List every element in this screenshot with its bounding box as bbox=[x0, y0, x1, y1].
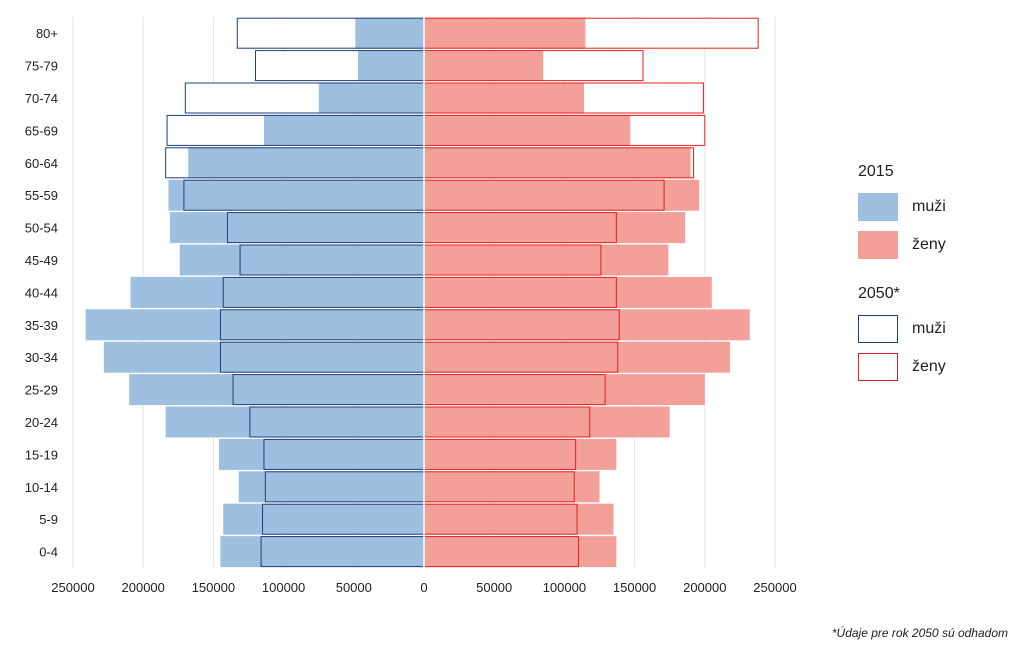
legend-label-2015-male: muži bbox=[912, 198, 946, 215]
x-tick-label: 200000 bbox=[122, 580, 165, 595]
bar-2050-female-excess bbox=[690, 148, 694, 178]
legend: 2015 muži ženy 2050* muži ženy bbox=[858, 160, 1008, 390]
bar-2015-male bbox=[188, 147, 424, 179]
bar-2015-female bbox=[424, 341, 731, 373]
bar-2015-male bbox=[223, 503, 424, 535]
bar-2015-male bbox=[165, 406, 424, 438]
bar-2015-male bbox=[103, 341, 424, 373]
legend-item-2015-female: ženy bbox=[858, 230, 1008, 260]
bar-2015-female bbox=[424, 374, 705, 406]
y-tick-label: 40-44 bbox=[25, 285, 58, 300]
x-tick-label: 100000 bbox=[262, 580, 305, 595]
bar-2015-female bbox=[424, 276, 712, 308]
axes: 0-4 5-9 10-14 15-19 20-24 25-29 30-34 35-39 40-4… bbox=[25, 17, 797, 595]
bar-2015-male bbox=[85, 309, 425, 341]
bar-2015-female bbox=[424, 147, 691, 179]
legend-item-2015-male: muži bbox=[858, 192, 1008, 222]
y-tick-label: 70-74 bbox=[25, 91, 58, 106]
y-tick-label: 25-29 bbox=[25, 383, 58, 398]
bar-2015-male bbox=[220, 536, 424, 568]
legend-swatch-2015-male bbox=[858, 193, 898, 221]
legend-label-2050-male: muži bbox=[912, 320, 946, 337]
bar-2015-female bbox=[424, 82, 585, 114]
x-tick-label: 150000 bbox=[192, 580, 235, 595]
x-tick-label: 50000 bbox=[336, 580, 372, 595]
y-tick-label: 80+ bbox=[36, 26, 58, 41]
y-tick-label: 0-4 bbox=[39, 545, 58, 560]
bar-2015-female bbox=[424, 471, 600, 503]
bar-2050-female-excess bbox=[630, 115, 705, 145]
legend-item-2050-female: ženy bbox=[858, 352, 1008, 382]
bar-2015-male bbox=[318, 82, 424, 114]
x-tick-label: 150000 bbox=[613, 580, 656, 595]
y-tick-label: 50-54 bbox=[25, 221, 58, 236]
y-tick-label: 20-24 bbox=[25, 415, 58, 430]
bar-2015-male bbox=[168, 179, 424, 211]
y-tick-label: 10-14 bbox=[25, 480, 58, 495]
bar-2015-male bbox=[129, 374, 424, 406]
y-tick-label: 15-19 bbox=[25, 447, 58, 462]
bar-2015-male bbox=[238, 471, 424, 503]
bar-2015-female bbox=[424, 50, 544, 82]
bar-2050-female-excess bbox=[543, 51, 643, 81]
bar-2015-female bbox=[424, 309, 750, 341]
x-tick-label: 200000 bbox=[683, 580, 726, 595]
bars-2015 bbox=[85, 17, 758, 568]
y-tick-label: 60-64 bbox=[25, 156, 58, 171]
bar-2015-male bbox=[169, 212, 424, 244]
bar-2050-male-excess bbox=[185, 83, 319, 113]
legend-title-2050: 2050* bbox=[858, 285, 900, 302]
legend-swatch-2015-female bbox=[858, 231, 898, 259]
bar-2015-female bbox=[424, 438, 617, 470]
footnote: *Údaje pre rok 2050 sú odhadom bbox=[831, 626, 1008, 640]
x-tick-label: 50000 bbox=[476, 580, 512, 595]
bar-2015-male bbox=[355, 17, 424, 49]
legend-item-2050-male: muži bbox=[858, 314, 1008, 344]
y-tick-label: 5-9 bbox=[39, 512, 58, 527]
x-tick-label: 250000 bbox=[753, 580, 796, 595]
x-tick-label: 0 bbox=[420, 580, 427, 595]
bar-2015-female bbox=[424, 406, 670, 438]
bar-2050-male-excess bbox=[256, 51, 359, 81]
bar-2015-male bbox=[219, 438, 424, 470]
bar-2015-female bbox=[424, 212, 686, 244]
bar-2015-male bbox=[358, 50, 424, 82]
legend-title-2015: 2015 bbox=[858, 163, 894, 180]
y-tick-label: 35-39 bbox=[25, 318, 58, 333]
bar-2015-female bbox=[424, 244, 669, 276]
y-tick-label: 55-59 bbox=[25, 188, 58, 203]
y-tick-label: 75-79 bbox=[25, 59, 58, 74]
legend-swatch-2050-female bbox=[858, 353, 898, 381]
bar-2015-male bbox=[130, 276, 424, 308]
bar-2050-female-excess bbox=[585, 18, 758, 48]
bar-2015-male bbox=[179, 244, 424, 276]
bar-2050-male-excess bbox=[167, 115, 264, 145]
y-tick-label: 45-49 bbox=[25, 253, 58, 268]
bar-2015-female bbox=[424, 503, 614, 535]
bar-2015-female bbox=[424, 114, 631, 146]
y-tick-label: 65-69 bbox=[25, 123, 58, 138]
bar-2050-male-excess bbox=[166, 148, 189, 178]
x-tick-label: 100000 bbox=[543, 580, 586, 595]
y-tick-label: 30-34 bbox=[25, 350, 58, 365]
bar-2015-female bbox=[424, 17, 586, 49]
x-tick-label: 250000 bbox=[51, 580, 94, 595]
bar-2015-female bbox=[424, 536, 617, 568]
legend-swatch-2050-male bbox=[858, 315, 898, 343]
legend-label-2050-female: ženy bbox=[912, 358, 946, 375]
bar-2015-female bbox=[424, 179, 700, 211]
bar-2015-male bbox=[263, 114, 424, 146]
bar-2050-female-excess bbox=[584, 83, 703, 113]
bar-2050-male-excess bbox=[237, 18, 356, 48]
legend-label-2015-female: ženy bbox=[912, 236, 946, 253]
